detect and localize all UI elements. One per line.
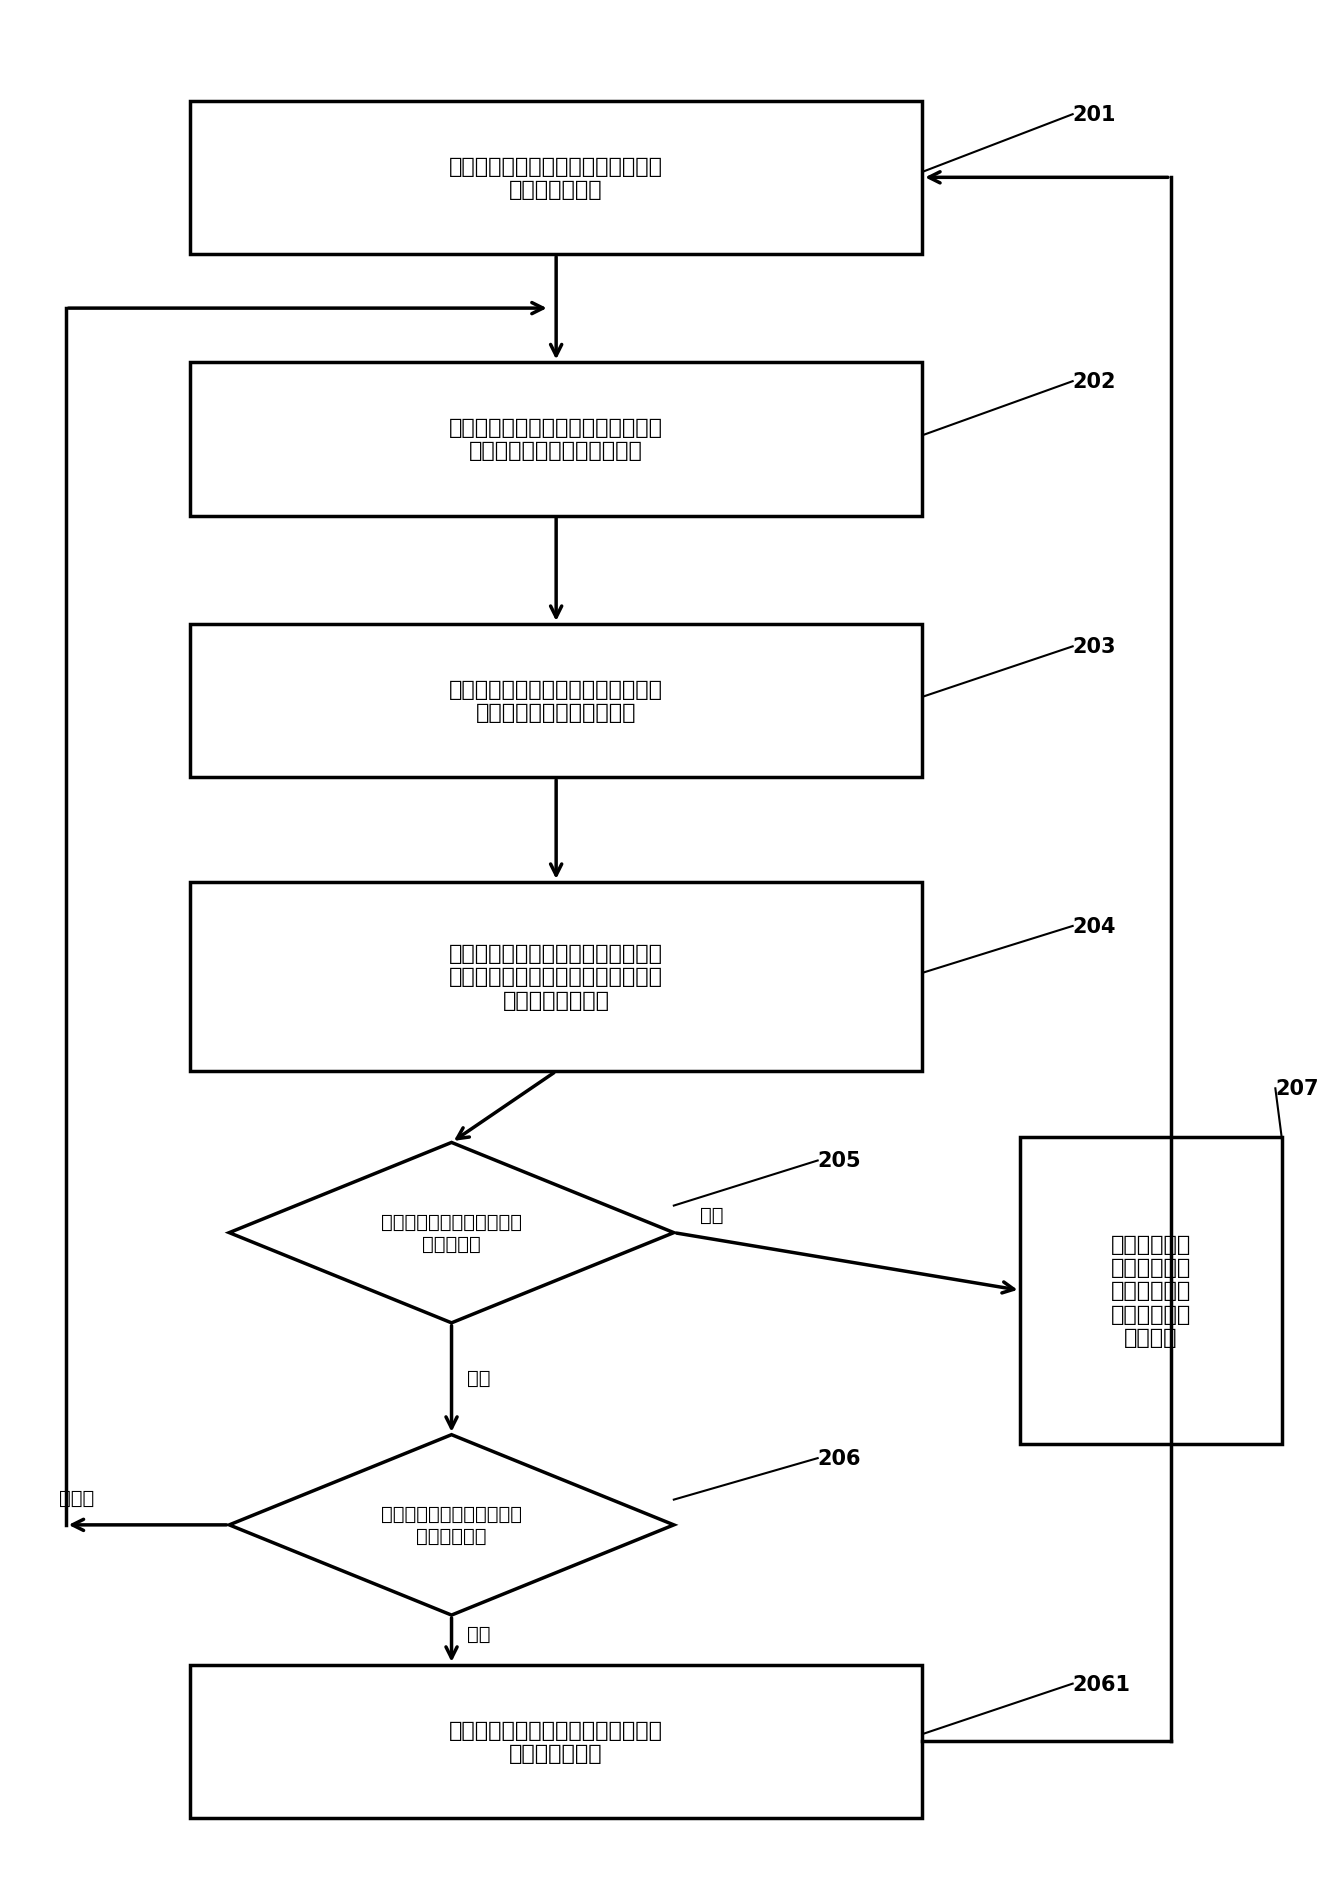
FancyBboxPatch shape <box>189 363 922 516</box>
Text: 2061: 2061 <box>1073 1674 1131 1694</box>
Text: 信息同步模块接收并存储对方控制器
同步来的对方控制器各组件的信息至
对方信息存储模块: 信息同步模块接收并存储对方控制器 同步来的对方控制器各组件的信息至 对方信息存储… <box>450 944 663 1011</box>
Text: 正常: 正常 <box>467 1368 491 1387</box>
FancyBboxPatch shape <box>189 102 922 255</box>
Text: 203: 203 <box>1073 637 1117 657</box>
Text: 判断对方控制器是否处于正
常工作状态: 判断对方控制器是否处于正 常工作状态 <box>382 1213 522 1254</box>
Text: 接管: 接管 <box>467 1625 491 1643</box>
Text: 201: 201 <box>1073 106 1117 125</box>
Text: 205: 205 <box>818 1150 862 1171</box>
Text: 207: 207 <box>1275 1079 1319 1099</box>
Text: 信息同步模块将所存储的控制器各组
件的信息同步至对方控制器: 信息同步模块将所存储的控制器各组 件的信息同步至对方控制器 <box>450 680 663 723</box>
Text: 异常: 异常 <box>700 1205 723 1224</box>
FancyBboxPatch shape <box>189 1664 922 1817</box>
Polygon shape <box>229 1143 674 1322</box>
Text: 没接管: 没接管 <box>59 1489 95 1507</box>
Text: 确定控制器是否接管了对方
控制器的工作: 确定控制器是否接管了对方 控制器的工作 <box>382 1504 522 1545</box>
Text: 信息获取模块获取控制器各组件的信
息并存储至自身信息存储模块: 信息获取模块获取控制器各组件的信 息并存储至自身信息存储模块 <box>450 417 663 461</box>
Text: 206: 206 <box>818 1449 862 1468</box>
Text: 202: 202 <box>1073 372 1117 391</box>
FancyBboxPatch shape <box>189 625 922 778</box>
Text: 204: 204 <box>1073 916 1117 937</box>
Text: 控制器接管该
对方控制器的
工作，并控制
器命令对方控
制器关闭: 控制器接管该 对方控制器的 工作，并控制 器命令对方控 制器关闭 <box>1111 1234 1191 1347</box>
FancyBboxPatch shape <box>1021 1137 1282 1443</box>
Text: 控制器将所接管对方控制器的工作交
还给对方控制器: 控制器将所接管对方控制器的工作交 还给对方控制器 <box>450 1719 663 1762</box>
FancyBboxPatch shape <box>189 882 922 1071</box>
Text: 确定对方控制器的控制器状态监测装
置处于工作状态: 确定对方控制器的控制器状态监测装 置处于工作状态 <box>450 157 663 200</box>
Polygon shape <box>229 1436 674 1615</box>
